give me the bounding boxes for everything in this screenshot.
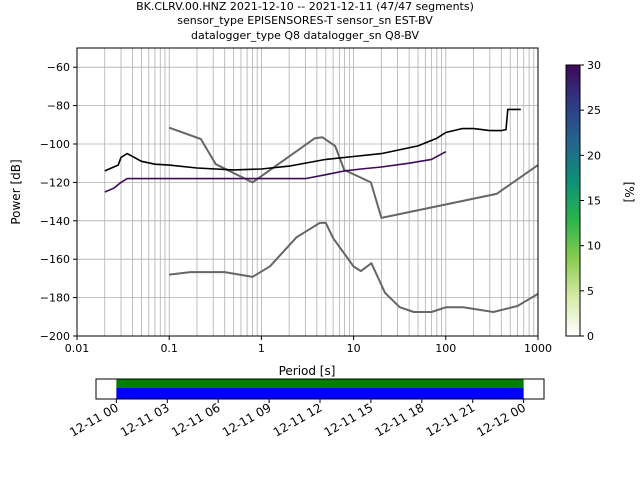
x-tick-label: 0.01	[65, 342, 90, 355]
y-tick-label: −60	[47, 61, 70, 74]
colorbar-tick-label: 25	[587, 104, 601, 117]
y-tick-label: −100	[40, 138, 70, 151]
time-tick-label: 12-11 12	[271, 400, 325, 439]
colorbar-tick-label: 30	[587, 59, 601, 72]
time-tick-label: 12-12 00	[474, 400, 528, 439]
plot-area	[77, 48, 538, 336]
time-tick-label: 12-11 15	[322, 400, 376, 439]
grid-lines	[76, 48, 538, 337]
y-tick-label: −120	[40, 176, 70, 189]
y-tick-label: −140	[40, 215, 70, 228]
coverage-bar-data	[116, 379, 524, 388]
title-line-3: datalogger_type Q8 datalogger_sn Q8-BV	[191, 29, 419, 42]
colorbar-ticks: 0 5 10 15 20 25 30	[580, 59, 601, 343]
low-mode-curve	[104, 150, 447, 193]
plot-frame	[76, 47, 539, 337]
time-tick-label: 12-11 00	[67, 400, 121, 439]
x-tick-label: 10	[347, 342, 361, 355]
low-noise-model-curve	[169, 221, 539, 313]
x-axis-ticks: 0.01 0.1 1 10 100 1000	[65, 336, 552, 355]
colorbar-label: [%]	[622, 182, 636, 203]
time-tick-label: 12-11 06	[169, 400, 223, 439]
x-tick-label: 1	[258, 342, 265, 355]
curves	[104, 108, 539, 313]
title-line-2: sensor_type EPISENSORES-T sensor_sn EST-…	[177, 14, 433, 27]
y-axis-label: Power [dB]	[9, 159, 23, 224]
time-tick-label: 12-11 18	[373, 400, 427, 439]
x-axis-label: Period [s]	[279, 364, 336, 378]
colorbar-tick-label: 15	[587, 195, 601, 208]
x-tick-label: 1000	[524, 342, 552, 355]
coverage-bar-used	[116, 388, 524, 399]
title-line-1: BK.CLRV.00.HNZ 2021-12-10 -- 2021-12-11 …	[136, 0, 474, 13]
y-axis-ticks: −60 −80 −100 −120 −140 −160 −180 −200	[40, 61, 77, 343]
colorbar-tick-label: 5	[587, 285, 594, 298]
time-tick-label: 12-11 03	[118, 400, 172, 439]
chart-title: BK.CLRV.00.HNZ 2021-12-10 -- 2021-12-11 …	[136, 0, 474, 42]
high-noise-model-curve	[168, 126, 539, 219]
y-tick-label: −180	[40, 292, 70, 305]
colorbar-tick-label: 20	[587, 149, 601, 162]
time-tick-label: 12-11 21	[424, 400, 478, 439]
colorbar-tick-label: 0	[587, 330, 594, 343]
colorbar	[565, 64, 581, 337]
y-tick-label: −80	[47, 100, 70, 113]
mean-curve	[104, 108, 521, 172]
x-tick-label: 0.1	[160, 342, 178, 355]
y-tick-label: −200	[40, 330, 70, 343]
y-tick-label: −160	[40, 253, 70, 266]
time-tick-label: 12-11 09	[220, 400, 274, 439]
x-tick-label: 100	[435, 342, 456, 355]
colorbar-tick-label: 10	[587, 240, 601, 253]
